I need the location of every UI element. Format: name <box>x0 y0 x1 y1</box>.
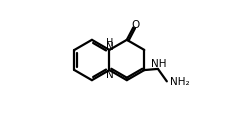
Text: N: N <box>106 42 114 52</box>
Text: H: H <box>106 38 114 48</box>
Text: O: O <box>132 20 140 30</box>
Text: N: N <box>106 70 114 80</box>
Text: NH: NH <box>151 59 166 69</box>
Text: NH₂: NH₂ <box>170 77 190 87</box>
